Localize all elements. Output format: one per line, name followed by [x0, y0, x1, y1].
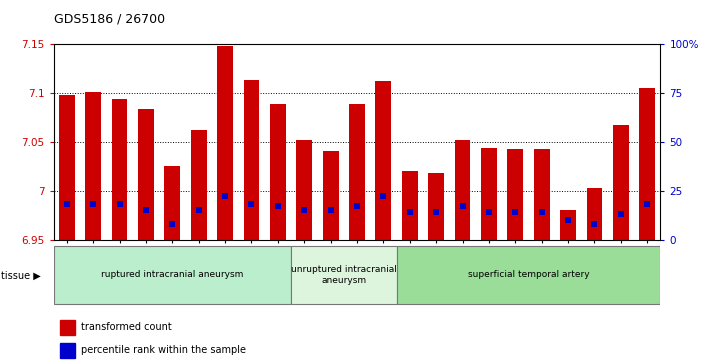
Bar	[508, 150, 523, 240]
Bar	[402, 171, 418, 240]
Text: superficial temporal artery: superficial temporal artery	[468, 270, 589, 280]
Bar	[534, 150, 550, 240]
Bar	[296, 140, 312, 240]
Text: ruptured intracranial aneurysm: ruptured intracranial aneurysm	[101, 270, 243, 280]
Bar	[560, 210, 576, 240]
Text: GDS5186 / 26700: GDS5186 / 26700	[54, 13, 165, 26]
Text: percentile rank within the sample: percentile rank within the sample	[81, 345, 246, 355]
Bar	[349, 104, 365, 240]
Bar	[243, 80, 259, 240]
FancyBboxPatch shape	[291, 246, 396, 304]
Bar	[428, 173, 444, 240]
Text: tissue ▶: tissue ▶	[1, 271, 41, 281]
Bar	[85, 91, 101, 240]
Bar	[217, 45, 233, 240]
Bar	[481, 148, 497, 240]
Bar	[639, 88, 655, 240]
FancyBboxPatch shape	[396, 246, 660, 304]
Bar	[111, 99, 127, 240]
Bar	[323, 151, 338, 240]
Bar	[60, 343, 75, 358]
Bar	[60, 320, 75, 335]
Bar	[164, 166, 180, 240]
Text: transformed count: transformed count	[81, 322, 171, 333]
Bar	[376, 81, 391, 240]
Bar	[455, 140, 471, 240]
Text: unruptured intracranial
aneurysm: unruptured intracranial aneurysm	[291, 265, 397, 285]
Bar	[270, 104, 286, 240]
FancyBboxPatch shape	[54, 246, 291, 304]
Bar	[587, 188, 603, 240]
Bar	[613, 125, 629, 240]
Bar	[59, 94, 75, 240]
Bar	[138, 109, 154, 240]
Bar	[191, 130, 206, 240]
